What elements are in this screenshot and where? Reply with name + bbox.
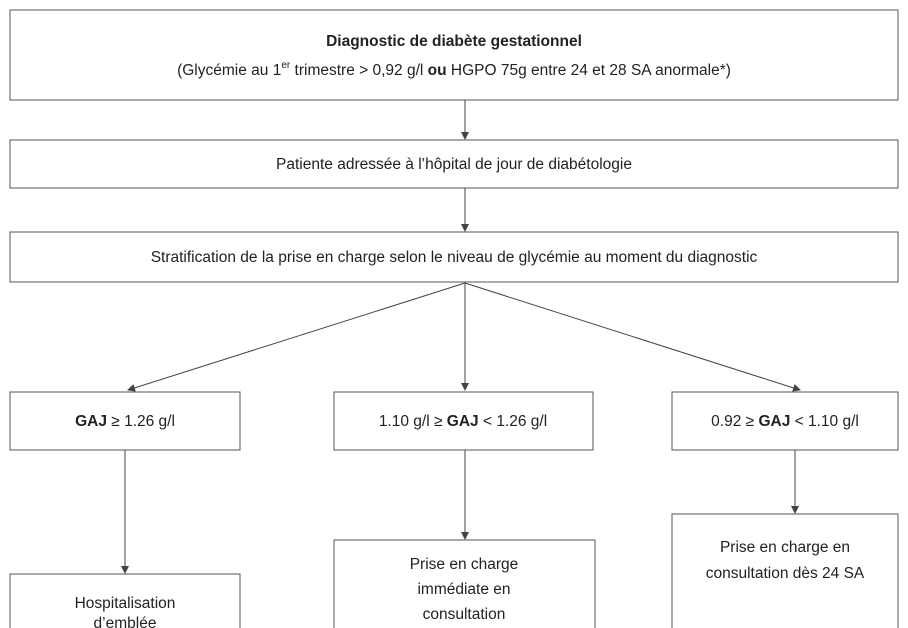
outcome-line: Prise en charge en — [720, 539, 850, 556]
text-part: 1.10 g/l ≥ — [379, 413, 447, 430]
text-part: er — [281, 60, 291, 71]
arrow — [464, 282, 801, 392]
outcome-line: d’emblée — [94, 615, 157, 628]
box-stratification — [9, 231, 899, 283]
text-part: (Glycémie au 1 — [177, 62, 281, 79]
outcome-line: Hospitalisation — [75, 595, 176, 612]
text-part: trimestre > 0,92 g/l — [290, 62, 427, 79]
outcome-line: consultation — [423, 606, 506, 623]
box-threshold-mid — [333, 391, 594, 451]
diagnosis-title: Diagnostic de diabète gestationnel — [326, 33, 582, 50]
diagnosis-detail: (Glycémie au 1er trimestre > 0,92 g/l ou… — [177, 60, 731, 79]
text-part: ≥ 1.26 g/l — [107, 413, 175, 430]
outcome-line: immédiate en — [417, 581, 510, 598]
box-diagnosis — [9, 9, 899, 101]
box-outcome-immediate — [333, 539, 596, 628]
referral-text: Patiente adressée à l’hôpital de jour de… — [276, 156, 632, 173]
box-outcome-consultation — [671, 513, 899, 628]
threshold-high-text: GAJ ≥ 1.26 g/l — [75, 413, 175, 430]
box-outcome-hospital — [9, 573, 241, 628]
box-threshold-high — [9, 391, 241, 451]
threshold-low-text: 0.92 ≥ GAJ < 1.10 g/l — [711, 413, 859, 430]
threshold-mid-text: 1.10 g/l ≥ GAJ < 1.26 g/l — [379, 413, 547, 430]
text-part: ou — [428, 62, 447, 79]
stratification-text: Stratification de la prise en charge sel… — [151, 249, 758, 266]
text-part: < 1.26 g/l — [479, 413, 548, 430]
outcome-line: consultation dès 24 SA — [706, 565, 865, 582]
outcome-line: Prise en charge — [410, 556, 519, 573]
box-referral — [9, 139, 899, 189]
text-part: GAJ — [75, 413, 107, 430]
arrow — [127, 282, 466, 392]
text-part: GAJ — [758, 413, 790, 430]
text-part: 0.92 ≥ — [711, 413, 758, 430]
text-part: GAJ — [447, 413, 479, 430]
text-part: HGPO 75g entre 24 et 28 SA anormale*) — [447, 62, 731, 79]
box-threshold-low — [671, 391, 899, 451]
text-part: < 1.10 g/l — [790, 413, 859, 430]
